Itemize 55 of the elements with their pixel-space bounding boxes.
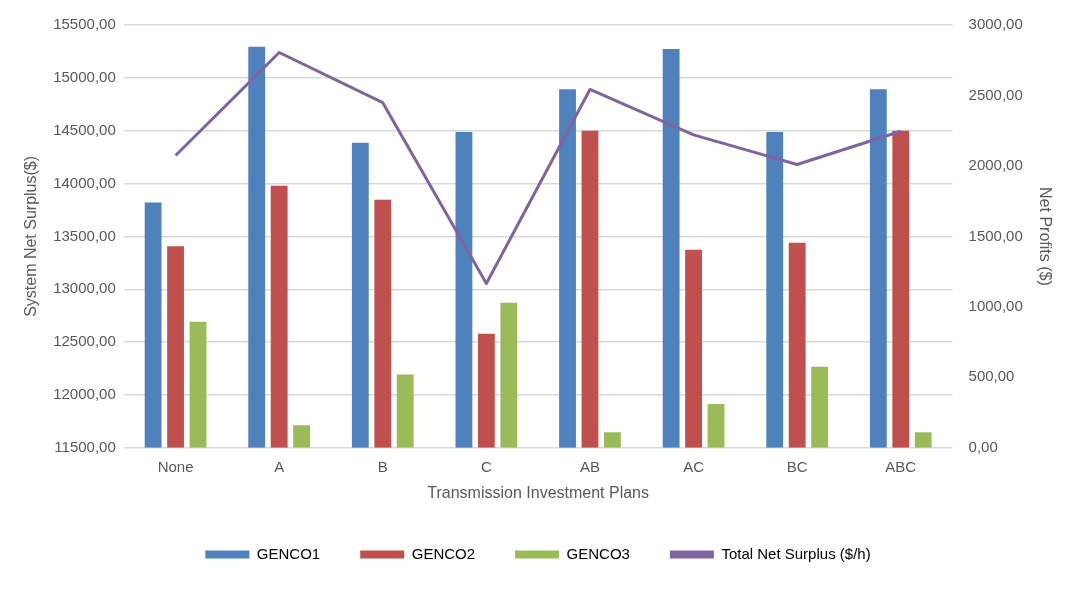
y2-axis-title: Net Profits ($) <box>1036 187 1054 286</box>
y-axis-title: System Net Surplus($) <box>22 155 40 317</box>
y2-tick-label: 500,00 <box>968 367 1015 385</box>
x-tick-label: ABC <box>885 457 917 475</box>
y-tick-label: 11500,00 <box>54 437 116 455</box>
y2-tick-label: 0,00 <box>968 437 998 455</box>
bar <box>189 321 207 448</box>
x-tick-label: AC <box>683 457 705 475</box>
x-tick-label: BC <box>786 457 808 475</box>
y2-tick-label: 3000,00 <box>968 15 1023 33</box>
bar <box>707 404 725 448</box>
bar <box>351 142 369 448</box>
y-tick-label: 12000,00 <box>53 385 116 403</box>
bar <box>559 89 576 448</box>
legend-label: Total Net Surplus ($/h) <box>721 544 871 562</box>
y2-tick-label: 1000,00 <box>968 297 1023 315</box>
x-axis-title: Transmission Investment Plans <box>427 483 650 501</box>
bar <box>662 48 680 448</box>
y2-tick-label: 1500,00 <box>968 226 1023 244</box>
bar <box>604 432 621 448</box>
bar <box>766 132 784 448</box>
legend-label: GENCO2 <box>411 544 476 562</box>
bar <box>270 185 288 448</box>
bar <box>788 242 806 448</box>
bar <box>892 130 910 448</box>
legend-label: GENCO1 <box>256 544 321 562</box>
y-tick-label: 13000,00 <box>53 279 116 297</box>
x-tick-label: AB <box>579 457 600 475</box>
bar <box>685 249 702 448</box>
x-tick-label: C <box>480 457 492 475</box>
y-tick-label: 12500,00 <box>53 332 116 350</box>
y-tick-label: 13500,00 <box>53 226 116 244</box>
bar <box>500 302 518 448</box>
bar <box>869 89 887 448</box>
bar <box>374 199 392 448</box>
x-tick-label: None <box>157 457 194 475</box>
bar <box>144 202 162 448</box>
y-tick-label: 15000,00 <box>53 67 116 85</box>
bar <box>914 432 932 448</box>
y2-tick-label: 2500,00 <box>968 85 1023 103</box>
x-tick-label: A <box>274 457 285 475</box>
bar <box>477 333 495 448</box>
bar <box>248 46 266 448</box>
bar <box>167 246 184 448</box>
y-tick-label: 15500,00 <box>53 15 116 33</box>
y-tick-label: 14500,00 <box>53 120 116 138</box>
y-tick-label: 14000,00 <box>53 173 116 191</box>
x-tick-label: B <box>377 457 388 475</box>
bar <box>581 130 599 448</box>
bar <box>396 374 414 448</box>
bar <box>455 132 473 448</box>
y2-tick-label: 2000,00 <box>968 156 1023 174</box>
bar <box>811 366 829 448</box>
bar <box>293 425 311 448</box>
legend-label: GENCO3 <box>566 544 630 562</box>
